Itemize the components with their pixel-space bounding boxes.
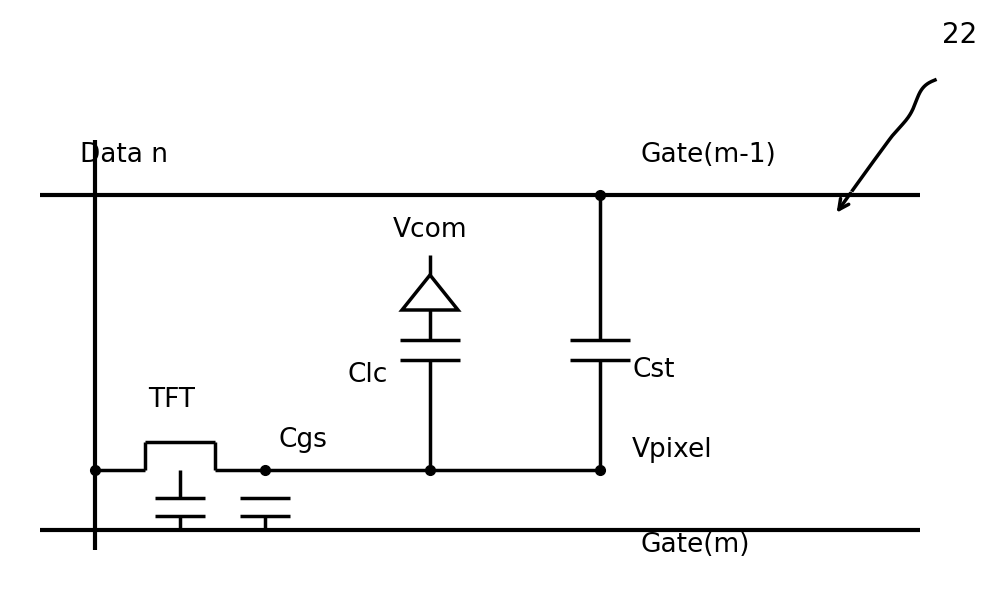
Text: Vcom: Vcom xyxy=(393,217,467,243)
Text: Vpixel: Vpixel xyxy=(632,437,713,463)
Text: Clc: Clc xyxy=(348,362,388,388)
Text: Cgs: Cgs xyxy=(278,427,327,453)
Text: Gate(m): Gate(m) xyxy=(640,532,750,558)
Text: 22: 22 xyxy=(942,21,978,49)
Text: Data n: Data n xyxy=(80,142,168,168)
Text: Cst: Cst xyxy=(632,357,674,383)
Text: TFT: TFT xyxy=(148,387,195,413)
Text: Gate(m-1): Gate(m-1) xyxy=(640,142,776,168)
